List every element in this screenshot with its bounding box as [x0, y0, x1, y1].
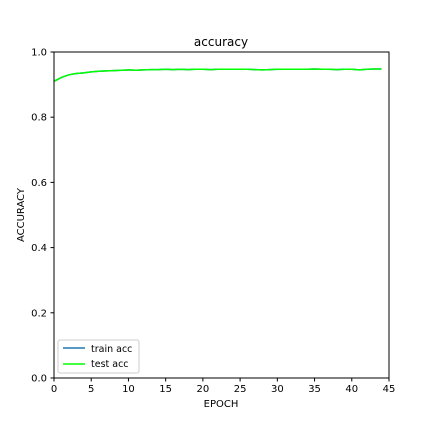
x-tick-label: 30 — [271, 384, 284, 395]
y-tick-label: 0.0 — [31, 374, 47, 385]
chart-title: accuracy — [194, 35, 248, 49]
series-lines — [53, 68, 382, 83]
series-line-test-acc — [53, 68, 382, 83]
x-tick-label: 5 — [88, 384, 94, 395]
y-axis-label: ACCURACY — [16, 187, 27, 242]
x-tick-label: 35 — [308, 384, 321, 395]
y-tick-label: 1.0 — [31, 48, 47, 59]
legend-label-train-acc: train acc — [91, 344, 132, 355]
axis-ticks: 0 5 10 15 20 25 30 35 40 45 0.0 0.2 0.4 0.6 0.8 1.0 — [31, 48, 395, 396]
x-axis-label: EPOCH — [204, 399, 239, 410]
x-tick-label: 10 — [122, 384, 135, 395]
x-tick-label: 0 — [51, 384, 57, 395]
x-tick-label: 45 — [383, 384, 396, 395]
x-tick-label: 25 — [234, 384, 247, 395]
legend-label-test-acc: test acc — [91, 359, 129, 370]
legend: train acc test acc — [57, 339, 140, 374]
plot-frame — [53, 51, 390, 379]
y-tick-label: 0.8 — [31, 113, 47, 124]
y-tick-label: 0.4 — [31, 243, 47, 254]
y-tick-label: 0.2 — [31, 308, 47, 319]
x-tick-label: 15 — [159, 384, 172, 395]
x-tick-label: 40 — [345, 384, 358, 395]
x-tick-label: 20 — [197, 384, 210, 395]
y-tick-label: 0.6 — [31, 178, 47, 189]
